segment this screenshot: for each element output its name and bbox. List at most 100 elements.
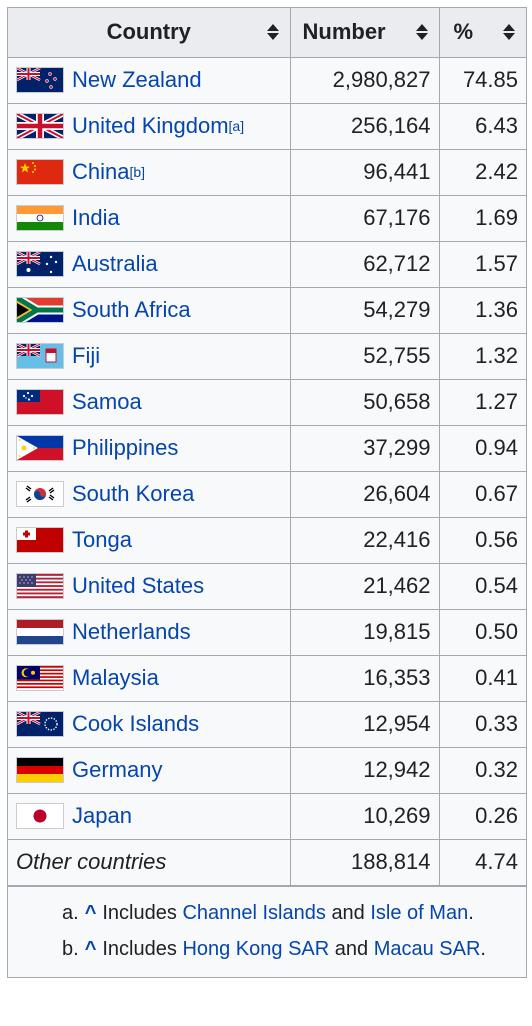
other-countries-percent: 4.74 <box>438 838 526 886</box>
number-cell: 256,164 <box>289 102 440 150</box>
number-cell: 26,604 <box>289 470 440 518</box>
table-row: Cook Islands 12,954 0.33 <box>8 700 526 748</box>
country-link[interactable]: South Africa <box>72 297 191 322</box>
channel-islands-link[interactable]: Channel Islands <box>182 901 326 924</box>
country-cell: New Zealand <box>8 56 291 104</box>
country-link[interactable]: Cook Islands <box>72 711 200 736</box>
percent-cell: 0.26 <box>438 792 526 840</box>
footnote-text: and <box>334 937 369 960</box>
united-kingdom-flag-icon <box>16 113 64 139</box>
country-link[interactable]: Fiji <box>72 343 101 368</box>
country-cell: United States <box>8 562 291 610</box>
number-cell: 54,279 <box>289 286 440 334</box>
country-cell: Netherlands <box>8 608 291 656</box>
country-link[interactable]: South Korea <box>72 481 195 506</box>
table-header-row: Country Number % <box>8 8 526 58</box>
number-cell: 2,980,827 <box>289 56 440 104</box>
country-cell: Australia <box>8 240 291 288</box>
country-link[interactable]: India <box>72 205 120 230</box>
country-cell: South Korea <box>8 470 291 518</box>
number-cell: 21,462 <box>289 562 440 610</box>
country-cell: United Kingdom [a] <box>8 102 291 150</box>
percent-cell: 0.33 <box>438 700 526 748</box>
other-countries-label: Other countries <box>8 838 291 886</box>
column-header-label: % <box>453 19 474 45</box>
footnote-text: . <box>468 901 474 924</box>
germany-flag-icon <box>16 757 64 783</box>
percent-cell: 2.42 <box>438 148 526 196</box>
table-row: United States 21,462 0.54 <box>8 562 526 610</box>
country-link[interactable]: China <box>72 159 130 184</box>
philippines-flag-icon <box>16 435 64 461</box>
percent-cell: 0.41 <box>438 654 526 702</box>
country-cell: Japan <box>8 792 291 840</box>
country-link[interactable]: Philippines <box>72 435 179 460</box>
percent-cell: 1.36 <box>438 286 526 334</box>
footnote-backlink[interactable]: ^ <box>84 937 97 960</box>
netherlands-flag-icon <box>16 619 64 645</box>
country-cell: Philippines <box>8 424 291 472</box>
percent-cell: 1.27 <box>438 378 526 426</box>
percent-cell: 1.69 <box>438 194 526 242</box>
south-korea-flag-icon <box>16 481 64 507</box>
isle-of-man-link[interactable]: Isle of Man <box>370 901 469 924</box>
country-table-container: Country Number % New Zealand 2,980,827 74.… <box>7 7 527 978</box>
new-zealand-flag-icon <box>16 67 64 93</box>
country-cell: Germany <box>8 746 291 794</box>
percent-cell: 6.43 <box>438 102 526 150</box>
footnote-marker: b. <box>62 937 79 960</box>
table-row: Fiji 52,755 1.32 <box>8 332 526 380</box>
country-cell: Tonga <box>8 516 291 564</box>
macau-sar-link[interactable]: Macau SAR <box>373 937 481 960</box>
number-cell: 96,441 <box>289 148 440 196</box>
column-header-number[interactable]: Number <box>289 8 440 58</box>
country-link[interactable]: Australia <box>72 251 158 276</box>
percent-cell: 0.50 <box>438 608 526 656</box>
country-link[interactable]: Tonga <box>72 527 132 552</box>
column-header-label: Number <box>302 19 386 45</box>
number-cell: 52,755 <box>289 332 440 380</box>
footnote-text: Includes <box>102 901 177 924</box>
column-header-percent[interactable]: % <box>438 8 526 58</box>
column-header-label: Country <box>106 19 191 45</box>
japan-flag-icon <box>16 803 64 829</box>
number-cell: 62,712 <box>289 240 440 288</box>
country-cell: Fiji <box>8 332 291 380</box>
footnote-backlink[interactable]: ^ <box>84 901 97 924</box>
percent-cell: 1.32 <box>438 332 526 380</box>
country-link[interactable]: New Zealand <box>72 67 202 92</box>
table-row: South Africa 54,279 1.36 <box>8 286 526 334</box>
percent-cell: 0.94 <box>438 424 526 472</box>
column-header-country[interactable]: Country <box>8 8 291 58</box>
malaysia-flag-icon <box>16 665 64 691</box>
table-row: Japan 10,269 0.26 <box>8 792 526 840</box>
country-link[interactable]: United Kingdom <box>72 113 229 138</box>
hong-kong-sar-link[interactable]: Hong Kong SAR <box>182 937 330 960</box>
country-link[interactable]: Malaysia <box>72 665 159 690</box>
country-link[interactable]: Samoa <box>72 389 142 414</box>
cook-islands-flag-icon <box>16 711 64 737</box>
table-row: South Korea 26,604 0.67 <box>8 470 526 518</box>
percent-cell: 0.32 <box>438 746 526 794</box>
table-row-other-countries: Other countries 188,814 4.74 <box>8 838 526 886</box>
footnote-ref-link[interactable]: [b] <box>129 164 146 180</box>
number-cell: 37,299 <box>289 424 440 472</box>
sort-icon[interactable] <box>415 22 429 42</box>
table-row: India 67,176 1.69 <box>8 194 526 242</box>
footnote-ref-link[interactable]: [a] <box>228 118 245 134</box>
country-link[interactable]: United States <box>72 573 205 598</box>
country-cell: Cook Islands <box>8 700 291 748</box>
united-states-flag-icon <box>16 573 64 599</box>
table-row: New Zealand 2,980,827 74.85 <box>8 56 526 104</box>
table-row: Tonga 22,416 0.56 <box>8 516 526 564</box>
country-link[interactable]: Japan <box>72 803 132 828</box>
country-link[interactable]: Germany <box>72 757 163 782</box>
country-cell: Samoa <box>8 378 291 426</box>
footnote-text: . <box>480 937 486 960</box>
table-row: Netherlands 19,815 0.50 <box>8 608 526 656</box>
country-link[interactable]: Netherlands <box>72 619 191 644</box>
number-cell: 67,176 <box>289 194 440 242</box>
sort-icon[interactable] <box>266 22 280 42</box>
percent-cell: 0.67 <box>438 470 526 518</box>
sort-icon[interactable] <box>502 22 516 42</box>
